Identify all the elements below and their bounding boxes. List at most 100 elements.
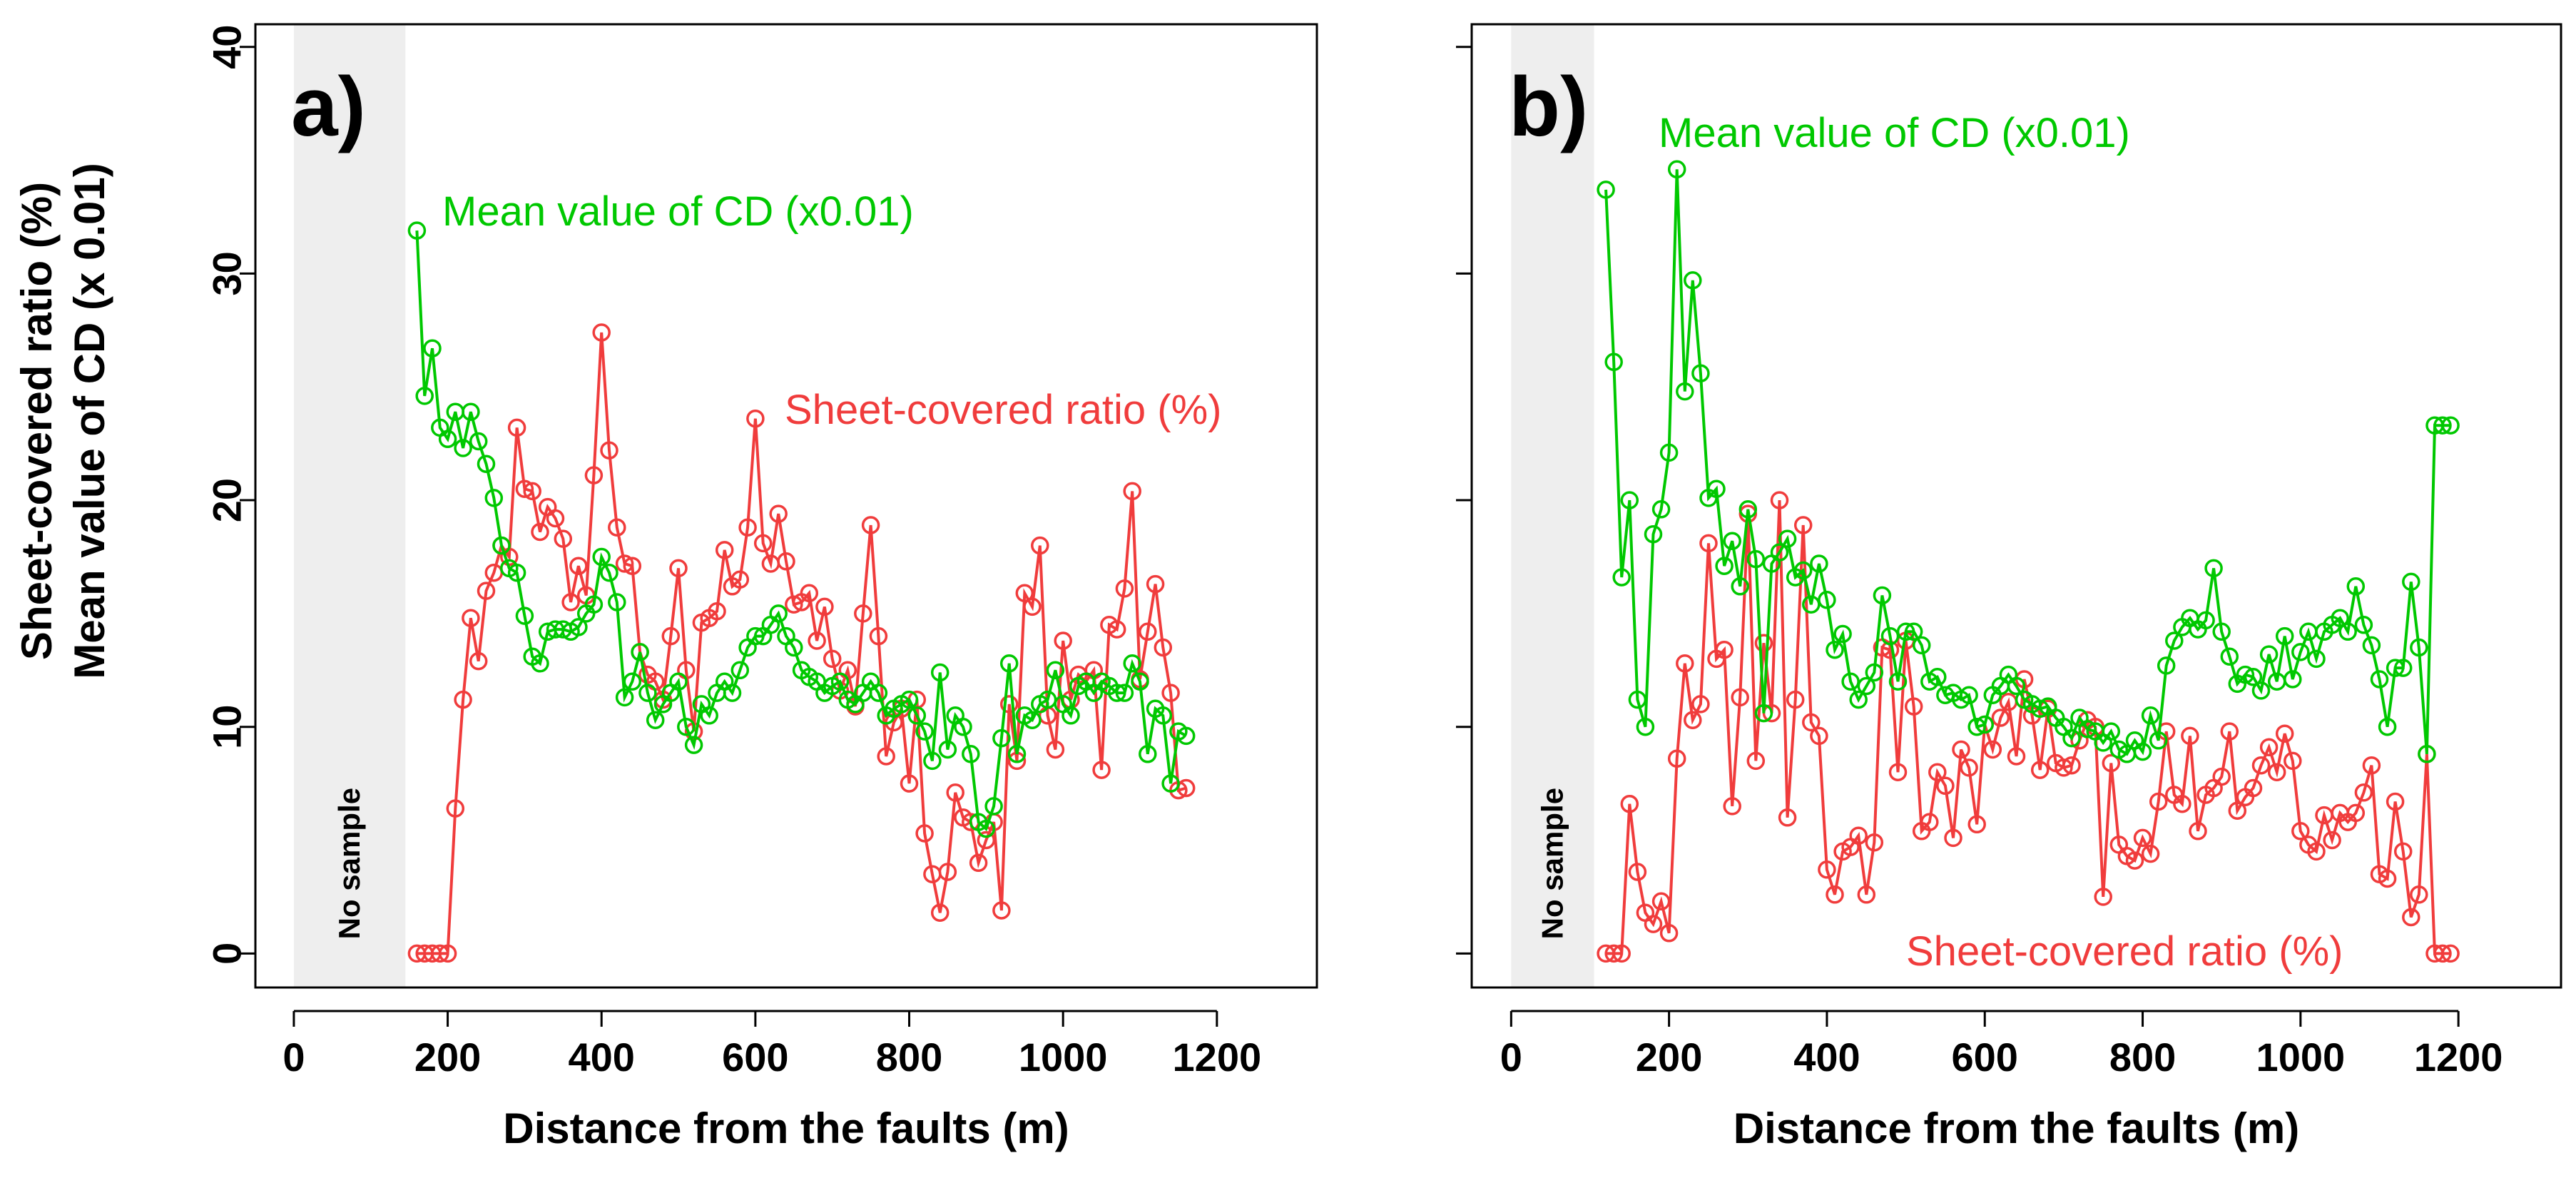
point-sheet — [1983, 740, 2002, 759]
point-cd — [984, 797, 1003, 816]
point-sheet — [2362, 756, 2381, 775]
point-cd — [623, 672, 642, 691]
point-cd — [785, 638, 803, 657]
point-sheet — [999, 695, 1019, 714]
point-cd — [1723, 532, 1741, 550]
annotation-cd: Mean value of CD (x0.01) — [442, 188, 914, 235]
point-sheet — [753, 534, 773, 553]
point-sheet — [1161, 684, 1180, 702]
plot-frame — [1470, 23, 2562, 989]
point-cd — [2386, 659, 2405, 677]
point-cd — [1880, 626, 1900, 646]
point-cd — [569, 618, 588, 636]
point-sheet — [2030, 761, 2050, 779]
point-cd — [2354, 616, 2373, 634]
x-tick-label: 800 — [876, 1035, 942, 1080]
point-cd — [2236, 665, 2255, 684]
point-cd — [1691, 364, 1710, 382]
point-sheet — [1154, 638, 1173, 657]
point-sheet — [2244, 778, 2263, 798]
point-sheet — [2291, 822, 2310, 841]
plot-frame — [254, 23, 1318, 989]
point-cd — [1975, 715, 1994, 734]
point-sheet — [2284, 751, 2302, 771]
point-cd — [2370, 670, 2389, 689]
point-cd — [1062, 706, 1080, 725]
point-cd — [1778, 529, 1797, 548]
series-sheet — [407, 323, 1196, 963]
point-cd — [1754, 704, 1773, 723]
point-sheet — [1826, 885, 1844, 904]
shared-y-axis-title: Sheet-covered ratio (%) Mean value of CD… — [13, 163, 113, 679]
point-cd — [1651, 500, 1671, 519]
point-sheet — [1746, 751, 1766, 771]
point-cd — [992, 728, 1011, 748]
x-tick-label: 400 — [568, 1035, 634, 1080]
point-sheet — [2055, 758, 2073, 777]
point-cd — [2078, 720, 2097, 738]
point-sheet — [1888, 763, 1908, 781]
point-sheet — [431, 944, 449, 963]
point-cd — [638, 684, 657, 702]
point-cd — [1644, 524, 1663, 544]
x-tick-label: 1200 — [2414, 1035, 2503, 1080]
point-sheet — [2323, 831, 2341, 850]
x-tick-label: 800 — [2109, 1035, 2176, 1080]
point-sheet — [1644, 915, 1663, 933]
point-cd — [1888, 672, 1908, 691]
point-sheet — [777, 552, 795, 571]
point-cd — [1023, 711, 1042, 729]
point-cd — [492, 536, 511, 555]
y-axis — [1456, 46, 1472, 955]
point-sheet — [2094, 888, 2112, 906]
point-sheet — [462, 609, 480, 627]
point-sheet — [1952, 740, 1970, 759]
point-sheet — [1865, 833, 1884, 852]
no-sample-label: No sample — [1535, 788, 1569, 939]
x-tick-label: 600 — [722, 1035, 788, 1080]
x-axis-title: Distance from the faults (m) — [1734, 1105, 2299, 1152]
point-cd — [769, 604, 788, 623]
point-sheet — [2228, 801, 2247, 820]
x-tick-label: 1000 — [2256, 1035, 2346, 1080]
point-sheet — [1928, 763, 1947, 781]
point-sheet — [1684, 711, 1702, 729]
point-cd — [2244, 668, 2263, 686]
point-sheet — [1810, 726, 1828, 746]
point-sheet — [915, 824, 934, 843]
point-cd — [1667, 160, 1686, 179]
point-cd — [2307, 649, 2326, 669]
point-cd — [1707, 479, 1726, 498]
point-cd — [2410, 638, 2428, 657]
point-sheet — [592, 323, 611, 342]
point-sheet — [1715, 640, 1734, 659]
point-sheet — [815, 597, 834, 616]
point-sheet — [2189, 822, 2207, 841]
point-sheet — [2393, 842, 2413, 861]
point-sheet — [969, 853, 988, 873]
point-sheet — [1123, 482, 1141, 501]
point-sheet — [2149, 792, 2168, 811]
point-cd — [2030, 699, 2050, 719]
point-sheet — [2220, 722, 2239, 741]
point-sheet — [877, 747, 895, 766]
point-sheet — [2346, 803, 2366, 823]
point-cd — [2165, 631, 2184, 650]
point-cd — [1139, 745, 1157, 763]
no-sample-label: No sample — [332, 788, 366, 939]
point-sheet — [823, 649, 842, 669]
point-cd — [477, 455, 496, 473]
point-sheet — [1944, 828, 1962, 848]
x-axis: 0 200 400 600 800 1000 1200 — [282, 1010, 1261, 1080]
point-sheet — [1904, 697, 1923, 716]
point-cd — [1620, 491, 1639, 509]
point-sheet — [623, 557, 642, 575]
point-cd — [2141, 706, 2160, 725]
point-cd — [1810, 554, 1828, 573]
point-sheet — [1936, 776, 1955, 796]
point-sheet — [2386, 792, 2405, 811]
point-cd — [2338, 622, 2357, 641]
point-sheet — [1778, 808, 1797, 827]
point-cd — [2259, 645, 2279, 664]
y-tick-label: 10 — [205, 705, 250, 749]
